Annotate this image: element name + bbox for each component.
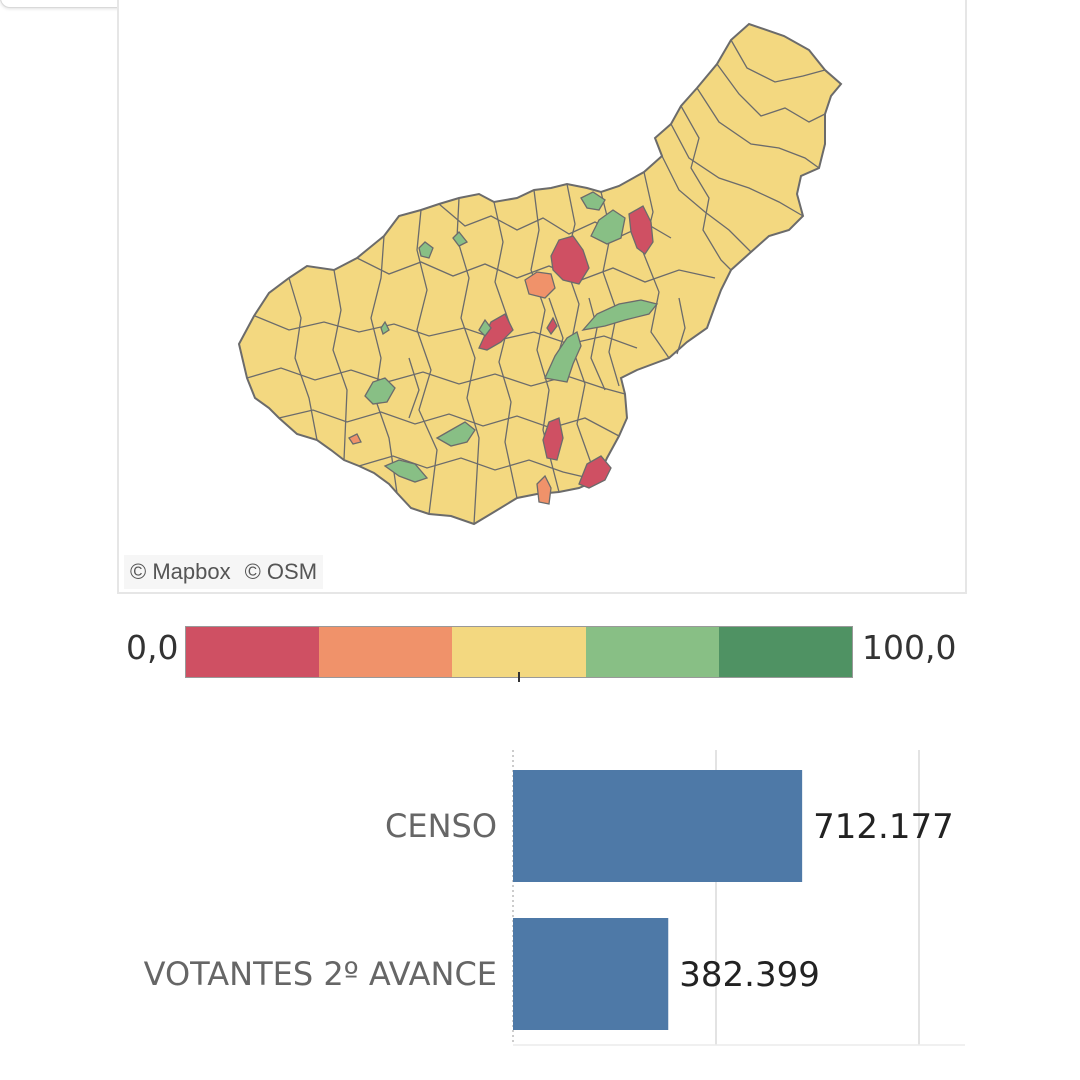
legend-marker — [518, 672, 520, 682]
bar-chart-svg: CENSO 712.177 VOTANTES 2º AVANCE 382.399 — [144, 750, 965, 1046]
value-label: 712.177 — [813, 807, 954, 847]
bar-chart: CENSO 712.177 VOTANTES 2º AVANCE 382.399 — [0, 740, 1080, 1070]
border-line — [730, 39, 826, 83]
municipality-green — [581, 299, 659, 331]
legend-color-bar — [185, 626, 853, 678]
municipality-orange — [348, 433, 362, 445]
border-line — [370, 235, 398, 494]
municipality-red — [550, 235, 590, 285]
map-canvas[interactable] — [119, 0, 965, 592]
municipality-orange — [524, 271, 556, 299]
legend-segment-1 — [186, 627, 320, 677]
highlighted-municipalities — [348, 191, 659, 505]
municipality-red — [578, 455, 612, 489]
border-line — [493, 201, 518, 499]
legend-max-label: 100,0 — [862, 628, 957, 667]
border-line — [661, 155, 752, 253]
border-line — [588, 297, 606, 391]
border-line — [332, 269, 348, 461]
border-line — [278, 409, 620, 437]
color-legend: 0,0 100,0 — [0, 620, 1080, 690]
bar — [513, 918, 669, 1030]
municipality-green — [383, 459, 429, 483]
municipality-red — [546, 316, 558, 336]
municipality-red — [542, 417, 564, 461]
border-line — [356, 257, 716, 283]
mapbox-attribution[interactable]: © Mapbox — [130, 559, 231, 584]
osm-attribution[interactable]: © OSM — [244, 559, 318, 584]
border-line — [670, 123, 804, 217]
border-line — [716, 63, 826, 123]
municipality-green — [478, 318, 492, 337]
border-line — [530, 189, 560, 493]
category-label: VOTANTES 2º AVANCE — [144, 955, 497, 993]
bar — [513, 770, 803, 882]
value-label: 382.399 — [679, 955, 820, 995]
municipality-green — [435, 421, 476, 447]
border-line — [676, 297, 686, 355]
border-line — [642, 171, 670, 359]
legend-segment-5 — [718, 627, 853, 677]
border-line — [416, 209, 438, 515]
municipality-green — [380, 320, 390, 336]
map-attribution[interactable]: © Mapbox © OSM — [124, 555, 324, 589]
legend-segment-2 — [319, 627, 453, 677]
border-line — [696, 87, 820, 169]
category-label: CENSO — [385, 807, 497, 845]
municipality-red — [628, 205, 654, 255]
municipality-green — [544, 331, 582, 383]
legend-min-label: 0,0 — [126, 628, 179, 667]
legend-segment-3 — [452, 627, 586, 677]
municipality-green — [452, 231, 469, 247]
border-line — [288, 277, 318, 441]
municipality-green — [364, 377, 396, 405]
border-line — [408, 357, 420, 419]
border-line — [246, 367, 626, 395]
border-line — [680, 105, 732, 271]
municipality-red — [478, 313, 514, 351]
municipality-borders — [246, 39, 826, 525]
municipality-green — [580, 191, 606, 211]
municipality-green — [590, 209, 626, 245]
municipality-green — [418, 241, 434, 259]
map-panel[interactable]: © Mapbox © OSM — [117, 0, 967, 594]
municipality-orange — [536, 474, 552, 505]
border-line — [564, 183, 598, 481]
legend-segment-4 — [585, 627, 719, 677]
border-line — [358, 455, 598, 481]
